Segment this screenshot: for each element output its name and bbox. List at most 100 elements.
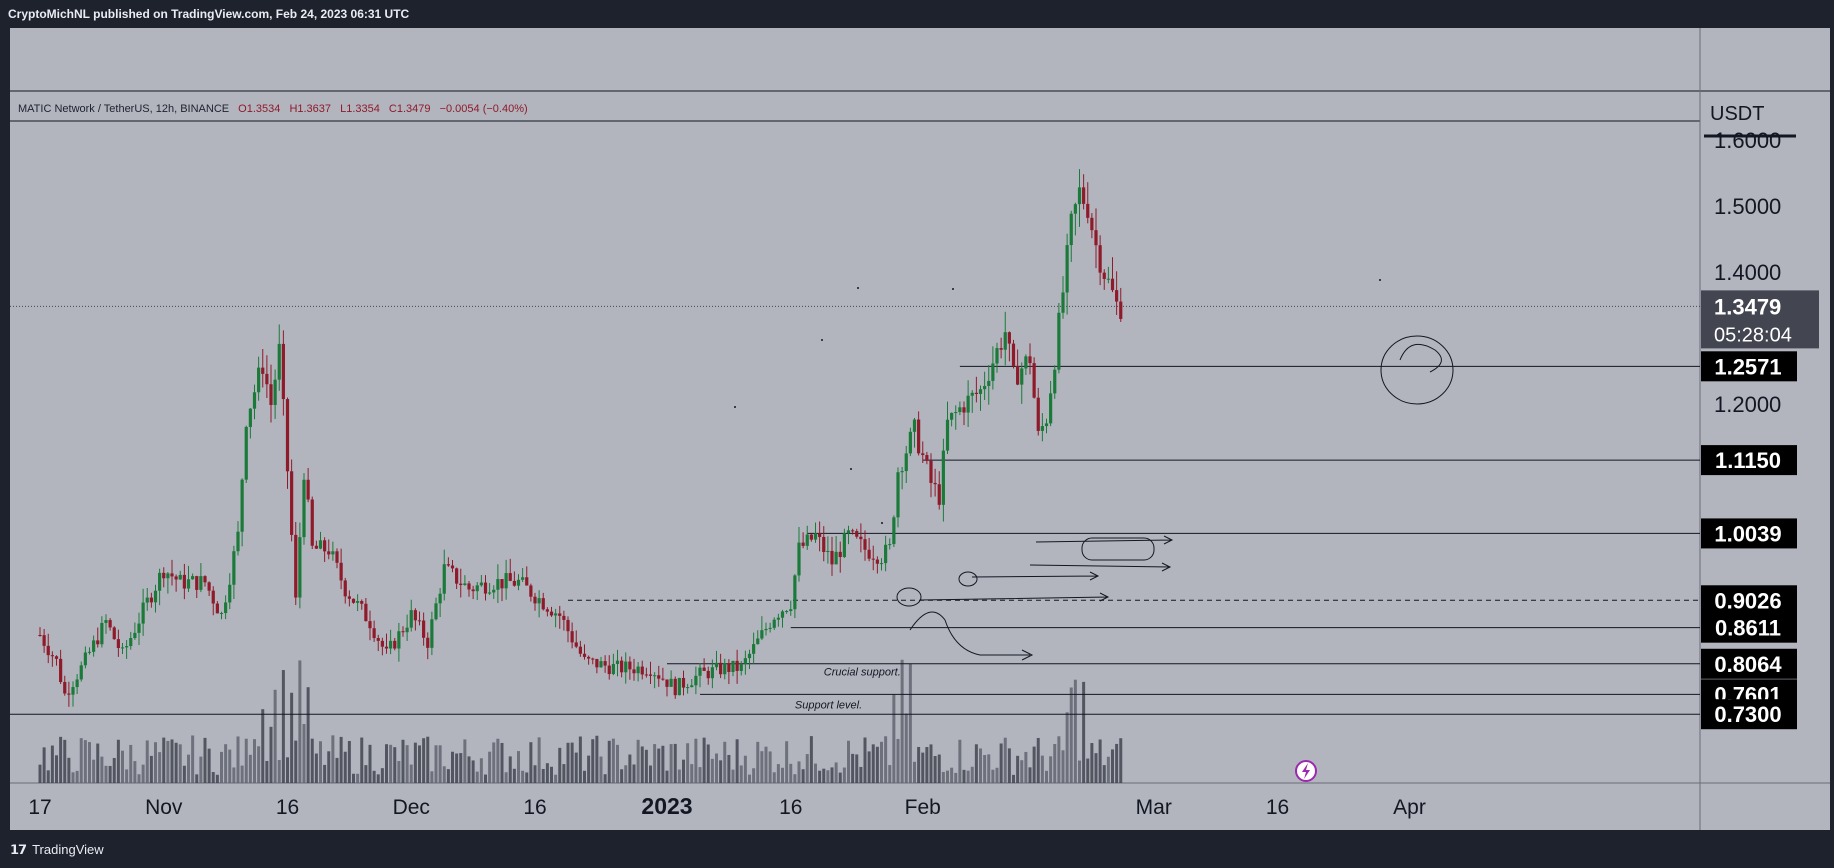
candle-body bbox=[434, 603, 438, 620]
candle-body bbox=[851, 530, 855, 532]
candle-body bbox=[516, 579, 521, 586]
candle-body bbox=[756, 638, 760, 645]
volume-bar bbox=[1053, 744, 1057, 783]
candle-body bbox=[636, 666, 640, 674]
volume-bar bbox=[999, 743, 1003, 783]
candle-body bbox=[323, 540, 327, 552]
candle-body bbox=[417, 620, 422, 622]
volume-bar bbox=[946, 770, 949, 783]
candle-body bbox=[582, 653, 587, 657]
volume-bar bbox=[1086, 758, 1090, 783]
volume-bar bbox=[677, 769, 681, 783]
volume-bar bbox=[789, 763, 793, 783]
candle-body bbox=[158, 572, 162, 591]
candle-body bbox=[578, 646, 582, 654]
volume-bar bbox=[1090, 743, 1094, 783]
candle-body bbox=[1077, 187, 1082, 205]
horizontal-levels[interactable] bbox=[10, 305, 1700, 715]
volume-bar bbox=[578, 736, 582, 783]
volume-bar bbox=[607, 740, 611, 783]
candle-body bbox=[488, 592, 492, 594]
candle-body bbox=[393, 640, 397, 649]
volume-bar bbox=[517, 751, 520, 783]
volume-bar bbox=[764, 746, 768, 783]
volume-bar bbox=[372, 770, 376, 783]
candle-body bbox=[215, 603, 219, 614]
volume-bar bbox=[805, 754, 809, 783]
candle-body bbox=[120, 647, 125, 649]
candle-body bbox=[789, 609, 793, 612]
candle-body bbox=[145, 597, 149, 603]
candle-body bbox=[211, 590, 215, 604]
volume-bar bbox=[446, 769, 450, 783]
volume-bar bbox=[875, 746, 879, 783]
candle-body bbox=[318, 540, 323, 549]
volume-bar bbox=[1082, 681, 1086, 783]
volume-bar bbox=[467, 756, 471, 783]
volume-bar bbox=[599, 756, 603, 783]
volume-bar bbox=[760, 751, 764, 783]
candle-body bbox=[801, 542, 805, 546]
candle-body bbox=[368, 621, 372, 629]
volume-bar bbox=[253, 739, 256, 783]
symbol-legend: MATIC Network / TetherUS, 12h, BINANCE O… bbox=[18, 103, 528, 115]
time-axis[interactable]: 17 Nov 16 Dec 16 2023 16 Feb Mar 16 Apr bbox=[28, 793, 1426, 819]
x-axis-tick-label: 16 bbox=[523, 796, 546, 819]
candle-body bbox=[339, 562, 343, 581]
tradingview-footer[interactable]: 𝟭𝟳 TradingView bbox=[0, 832, 1834, 868]
volume-bar bbox=[385, 744, 388, 783]
volume-bar bbox=[739, 765, 743, 783]
candle-body bbox=[945, 419, 950, 451]
volume-bar bbox=[979, 748, 982, 783]
candle-body bbox=[1094, 230, 1098, 246]
consolidation-arrow-drawing bbox=[1029, 562, 1172, 572]
candle-body bbox=[1016, 365, 1020, 385]
candle-body bbox=[739, 663, 743, 671]
candle-body bbox=[277, 343, 281, 380]
volume-bar bbox=[55, 755, 58, 783]
candle-body bbox=[896, 472, 900, 518]
volume-bar bbox=[418, 745, 421, 783]
volume-bar bbox=[904, 713, 908, 783]
volume-bar bbox=[1115, 743, 1119, 783]
candle-body bbox=[863, 539, 867, 550]
candlesticks[interactable] bbox=[38, 169, 1123, 707]
candle-body bbox=[1011, 343, 1016, 366]
volume-bar bbox=[974, 744, 978, 783]
ohlc-low: L1.3354 bbox=[340, 103, 380, 115]
candle-body bbox=[1028, 356, 1032, 364]
candle-body bbox=[50, 655, 54, 657]
candle-body bbox=[974, 392, 978, 394]
volume-bar bbox=[900, 659, 904, 783]
candle-body bbox=[265, 373, 269, 385]
volume-bar bbox=[405, 745, 409, 783]
volume-bar bbox=[479, 758, 483, 783]
lightning-icon[interactable] bbox=[1295, 760, 1317, 782]
candle-body bbox=[166, 573, 170, 579]
volume-bar bbox=[59, 736, 63, 783]
candle-body bbox=[574, 642, 578, 647]
candle-body bbox=[628, 661, 632, 670]
candle-body bbox=[834, 551, 838, 565]
volume-bar bbox=[752, 768, 756, 783]
volume-bar bbox=[1016, 755, 1020, 783]
volume-bar bbox=[248, 754, 252, 783]
volume-bar bbox=[673, 743, 677, 783]
candle-body bbox=[1057, 312, 1061, 370]
candle-body bbox=[496, 579, 500, 590]
volume-bar bbox=[360, 737, 364, 783]
candle-body bbox=[112, 627, 116, 640]
volume-bar bbox=[1040, 755, 1044, 783]
volume-bar bbox=[96, 743, 100, 783]
candle-body bbox=[735, 660, 739, 671]
candle-body bbox=[306, 479, 310, 500]
candle-body bbox=[83, 652, 87, 666]
price-axis[interactable]: 1.25711.11501.00390.90260.86110.80640.76… bbox=[1701, 128, 1819, 730]
volume-bar bbox=[125, 769, 129, 783]
candle-body bbox=[199, 576, 203, 590]
volume-bar bbox=[1028, 767, 1032, 783]
level-price-label-bg bbox=[1701, 612, 1797, 643]
candle-body bbox=[1115, 290, 1119, 302]
candle-body bbox=[244, 426, 248, 480]
